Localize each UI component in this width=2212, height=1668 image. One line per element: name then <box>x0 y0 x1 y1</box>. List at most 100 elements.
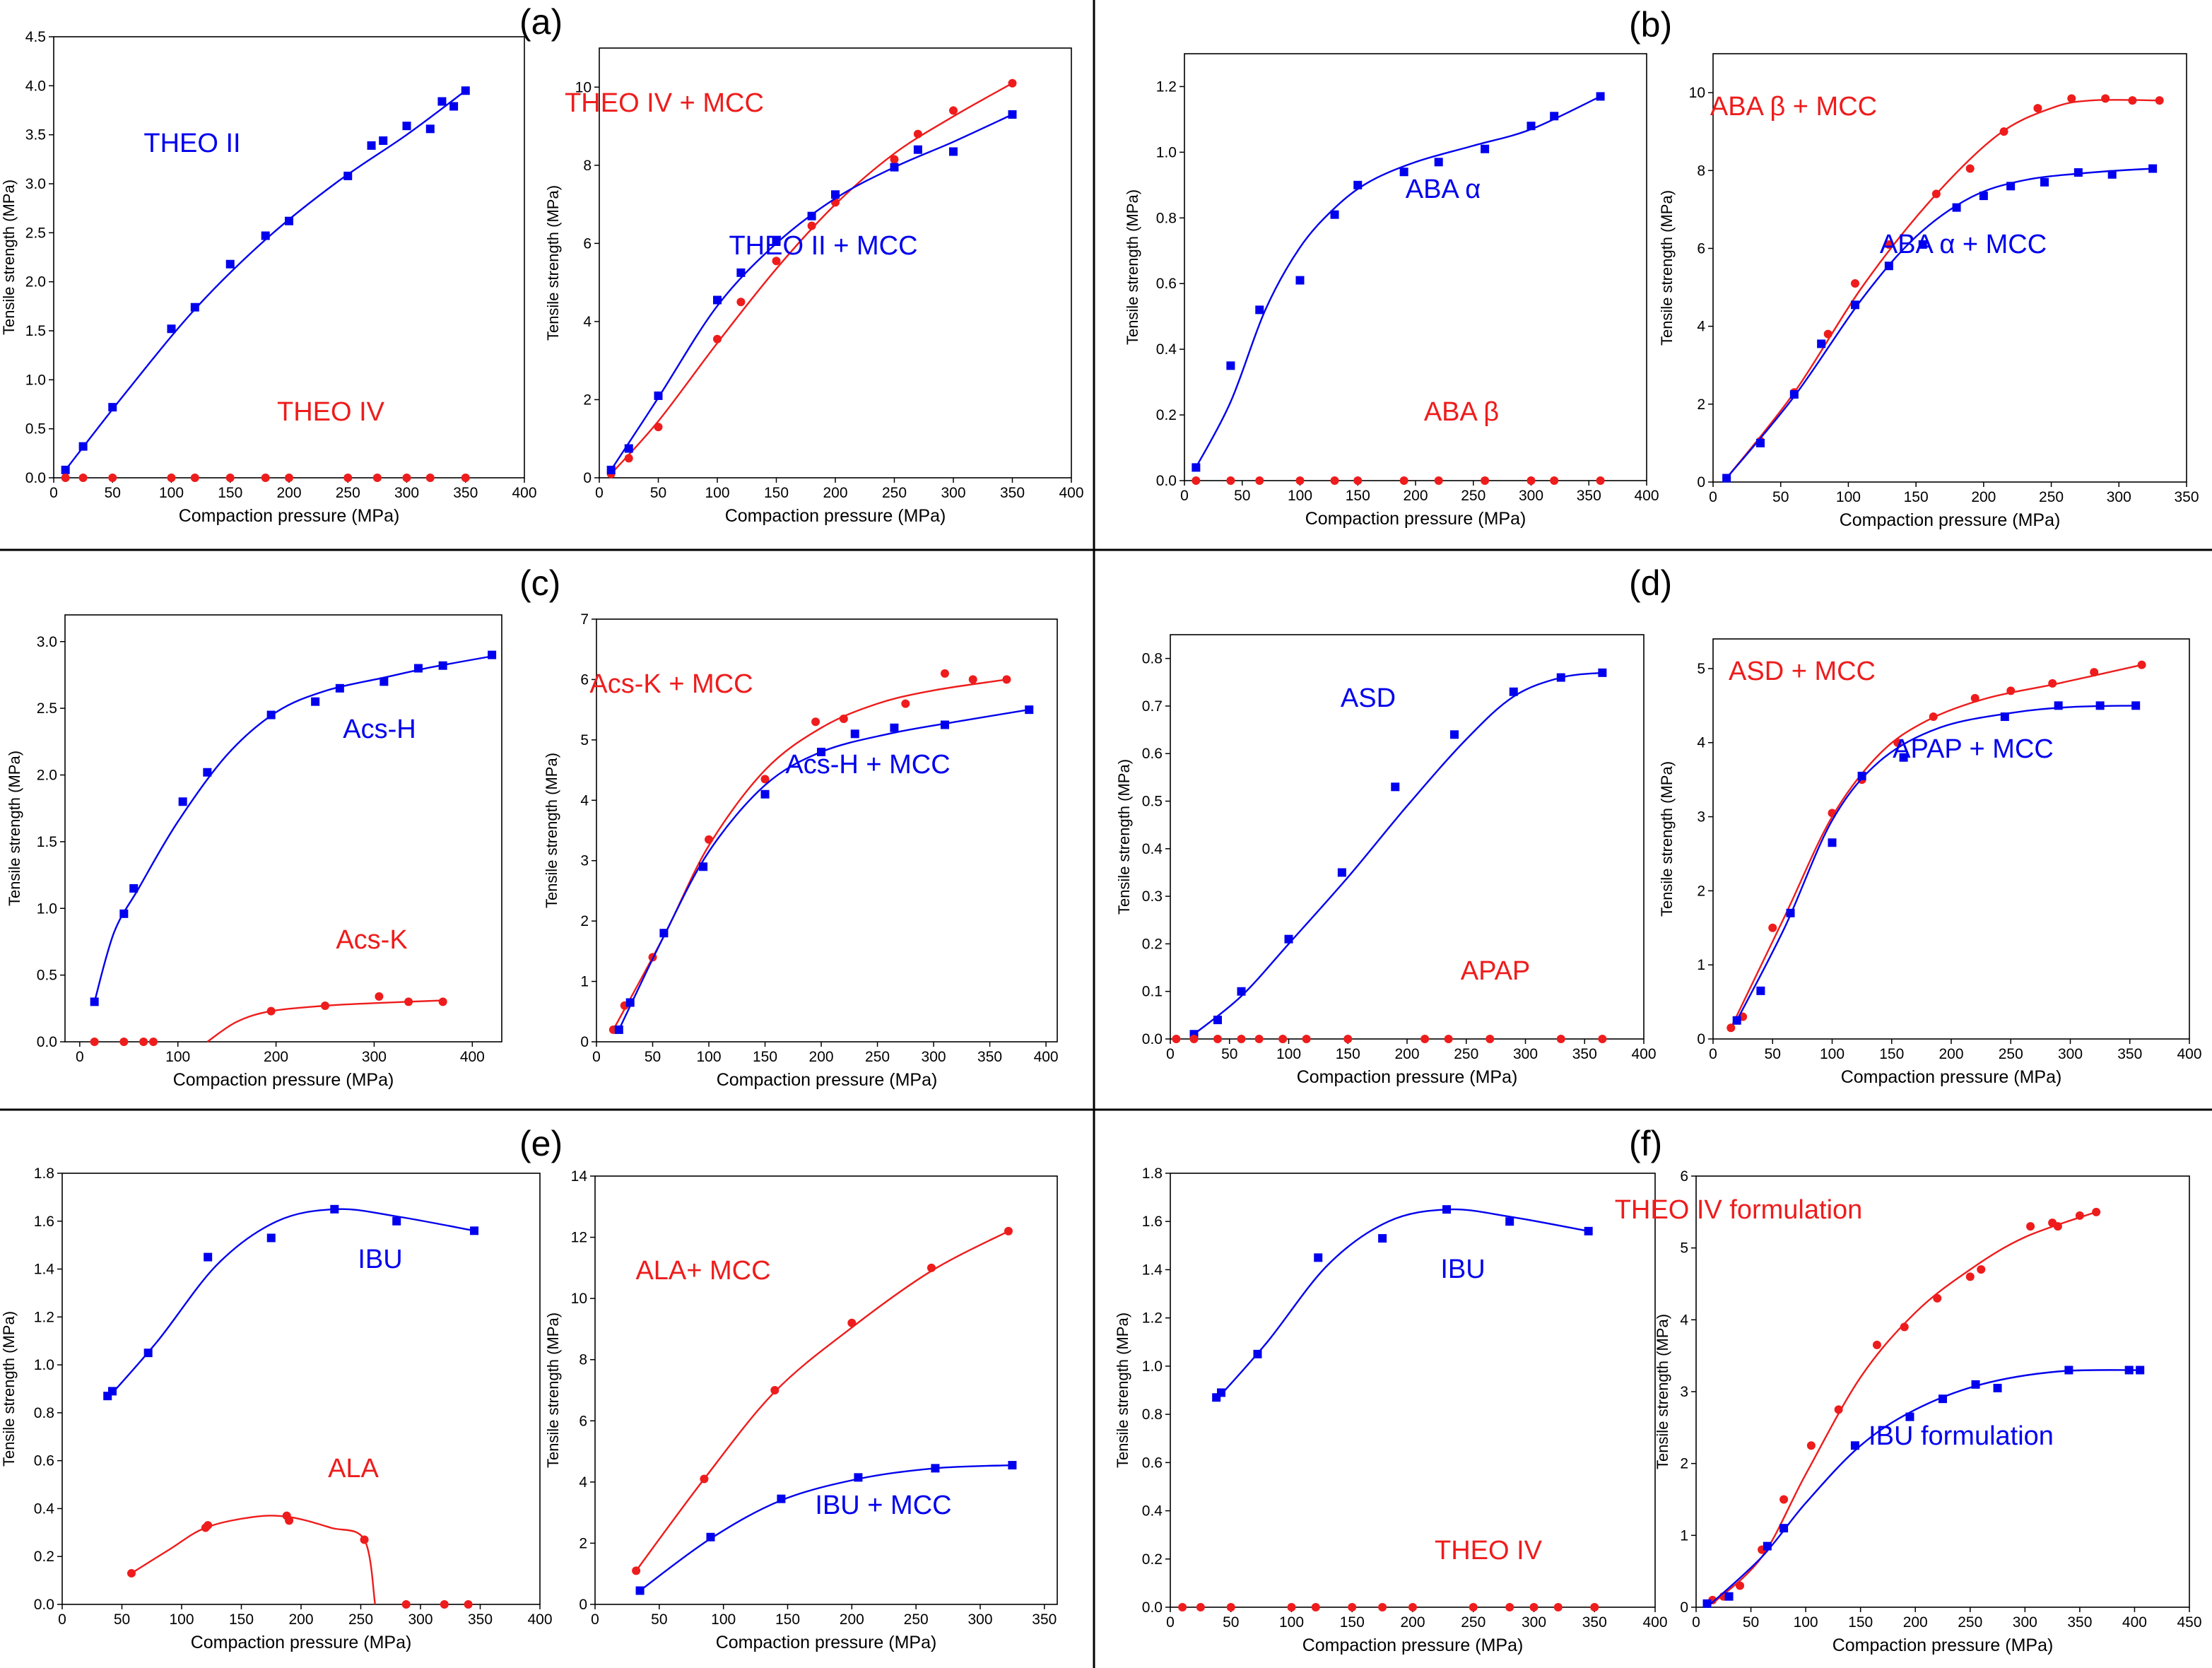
data-point <box>143 1349 153 1358</box>
y-tick-label: 6 <box>1697 240 1705 257</box>
data-point <box>285 216 293 225</box>
x-tick-label: 0 <box>591 1611 599 1628</box>
y-tick-label: 4 <box>583 314 592 330</box>
x-tick-label: 400 <box>2122 1614 2147 1631</box>
data-point <box>1284 934 1293 944</box>
y-tick-label: 14 <box>571 1168 588 1185</box>
x-tick-label: 200 <box>1971 489 1996 505</box>
x-tick-label: 150 <box>775 1611 800 1628</box>
data-point <box>760 775 770 784</box>
data-point <box>1732 1016 1741 1025</box>
data-point <box>1481 144 1490 153</box>
data-point <box>839 714 848 723</box>
data-point <box>705 835 714 844</box>
x-tick-label: 100 <box>165 1049 190 1065</box>
y-tick-label: 0.6 <box>1156 276 1177 292</box>
data-point <box>1763 1541 1772 1551</box>
data-point <box>1442 1205 1452 1214</box>
subplot-5: 0 100 200 300 400 0.0 0.5 1.0 1.5 2.0 2.5 3.0 Compac… <box>6 614 502 1090</box>
x-tick-label: 150 <box>1848 1614 1873 1631</box>
data-point <box>1348 1603 1357 1611</box>
x-axis-label: Compaction pressure (MPa) <box>717 1070 938 1090</box>
series-label: ASD <box>1341 683 1396 713</box>
data-point <box>2075 1211 2084 1220</box>
x-tick-label: 150 <box>753 1049 777 1065</box>
data-point <box>901 699 910 708</box>
series-label: IBU formulation <box>1869 1421 2054 1451</box>
data-point <box>330 1204 339 1214</box>
y-tick-label: 0.5 <box>37 968 57 984</box>
x-tick-label: 400 <box>1642 1614 1667 1631</box>
y-tick-label: 0.4 <box>1142 1503 1163 1520</box>
data-point <box>1834 1405 1843 1414</box>
data-point <box>1806 1441 1816 1450</box>
data-point <box>1556 673 1565 682</box>
data-point <box>440 1600 449 1609</box>
y-tick-label: 0.0 <box>1156 473 1177 489</box>
data-point <box>1217 1388 1226 1397</box>
x-tick-label: 400 <box>1634 488 1659 504</box>
subplot-10: 0 50 100 150 200 250 300 350 0 2 4 6 8 10 12 14 Compacti… <box>544 1168 1058 1652</box>
x-tick-label: 100 <box>711 1611 736 1628</box>
data-point <box>2054 701 2063 710</box>
y-tick-label: 2 <box>583 392 592 408</box>
data-point <box>890 723 899 732</box>
data-point <box>2124 1365 2134 1375</box>
data-point <box>1736 1581 1745 1590</box>
series-label: THEO IV + MCC <box>565 88 764 118</box>
y-tick-label: 0.0 <box>1142 1599 1163 1616</box>
y-tick-label: 0.4 <box>1142 841 1163 857</box>
y-tick-label: 3 <box>1680 1384 1688 1400</box>
x-tick-label: 0 <box>1709 489 1717 505</box>
x-tick-label: 300 <box>394 485 419 501</box>
x-axis-label: Compaction pressure (MPa) <box>191 1633 412 1652</box>
x-tick-label: 350 <box>453 485 478 501</box>
y-tick-label: 0 <box>1680 1599 1688 1616</box>
y-tick-label: 2.5 <box>37 700 57 717</box>
y-tick-label: 1.6 <box>34 1214 54 1230</box>
x-tick-label: 50 <box>1772 489 1789 505</box>
data-point <box>1509 687 1518 696</box>
y-tick-label: 4 <box>1697 319 1705 335</box>
x-tick-label: 250 <box>1999 1046 2023 1062</box>
data-point <box>926 1263 936 1272</box>
y-tick-label: 0.8 <box>34 1405 54 1421</box>
data-point <box>1343 1035 1353 1043</box>
y-tick-label: 0 <box>1697 1031 1705 1047</box>
y-tick-label: 4 <box>580 792 589 809</box>
x-tick-label: 250 <box>904 1611 929 1628</box>
data-point <box>461 474 470 482</box>
data-point <box>225 474 235 482</box>
data-point <box>1590 1603 1599 1611</box>
data-point <box>807 221 816 230</box>
data-point <box>1237 1035 1246 1043</box>
y-tick-label: 6 <box>580 671 589 688</box>
data-point <box>78 474 88 482</box>
data-point <box>2101 94 2110 103</box>
y-tick-label: 5 <box>1680 1240 1688 1257</box>
y-tick-label: 4.5 <box>25 29 46 45</box>
data-point <box>760 789 770 799</box>
data-point <box>470 1226 479 1235</box>
data-point <box>1850 1441 1859 1450</box>
data-point <box>2033 104 2042 113</box>
y-tick-label: 0.2 <box>1142 936 1163 952</box>
y-tick-label: 0.6 <box>1142 746 1163 762</box>
subplot-2: 0 50 100 150 200 250 300 350 400 0 2 4 6 8 10 Compactio… <box>544 47 1084 526</box>
data-point <box>811 717 820 727</box>
data-point <box>404 997 413 1006</box>
data-point <box>1584 1226 1593 1235</box>
data-point <box>190 474 199 482</box>
data-point <box>1330 476 1339 485</box>
series-label: ABA α <box>1406 175 1481 204</box>
data-point <box>850 729 859 739</box>
series-fit-line <box>635 1230 1009 1572</box>
data-point <box>2048 679 2057 688</box>
panel-label-d: (d) <box>1629 563 1672 603</box>
y-axis-label: Tensile strength (MPa) <box>6 751 23 906</box>
series-label: Acs-H <box>343 715 416 744</box>
data-point <box>1756 986 1765 995</box>
x-tick-label: 0 <box>1180 488 1189 504</box>
y-tick-label: 1.2 <box>1142 1310 1163 1327</box>
data-point <box>372 474 382 482</box>
